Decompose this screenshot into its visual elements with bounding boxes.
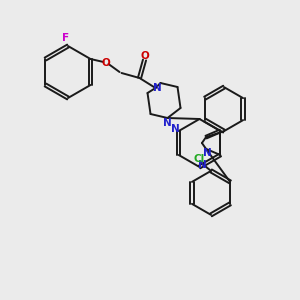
Text: N: N	[163, 118, 172, 128]
Text: Cl: Cl	[194, 154, 205, 164]
Text: O: O	[140, 51, 149, 61]
Text: N: N	[198, 160, 207, 170]
Text: N: N	[153, 83, 162, 93]
Text: N: N	[171, 124, 180, 134]
Text: N: N	[202, 148, 211, 158]
Text: O: O	[101, 58, 110, 68]
Text: F: F	[62, 33, 70, 43]
